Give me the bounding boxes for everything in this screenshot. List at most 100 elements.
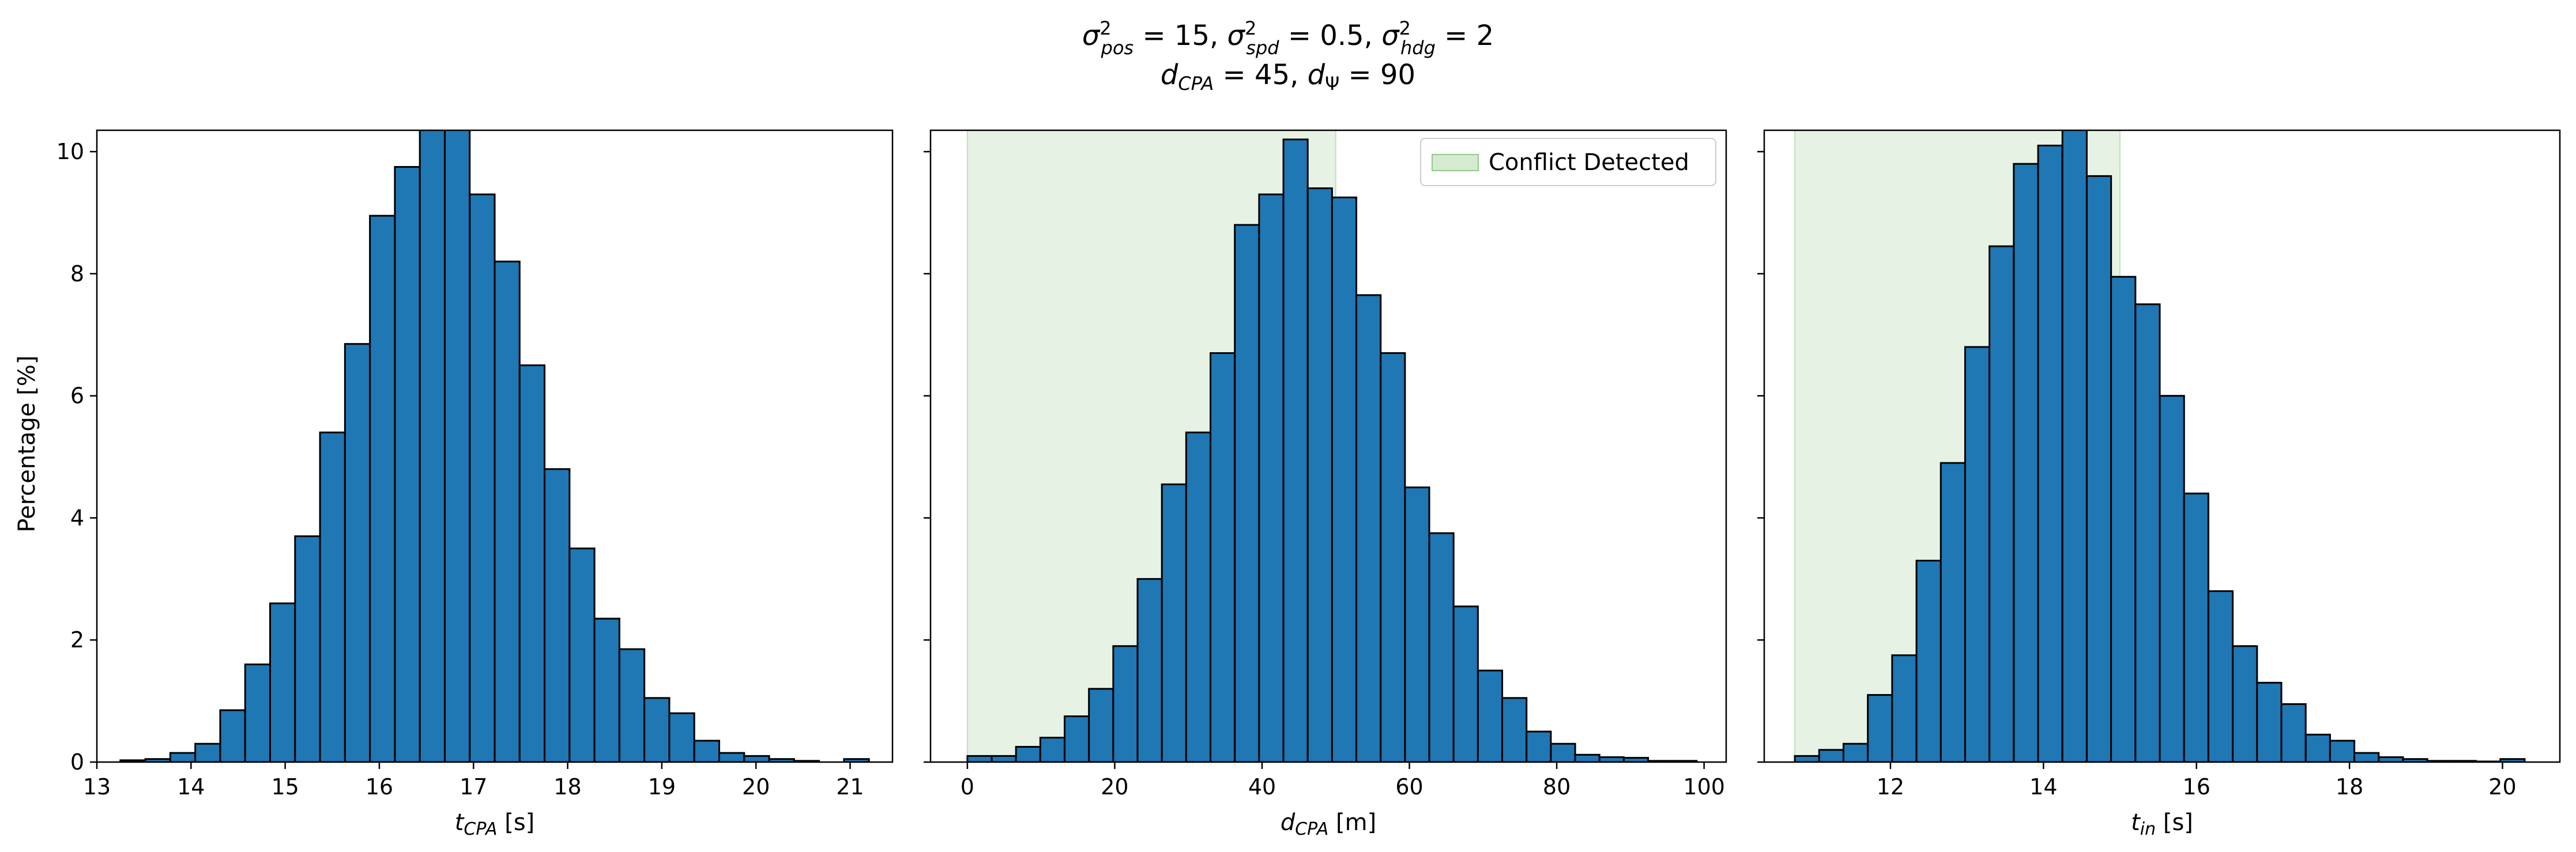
x-tick-label: 21 bbox=[836, 774, 864, 800]
histogram-bar bbox=[269, 602, 296, 762]
histogram-bar bbox=[2061, 130, 2088, 762]
histogram-bar bbox=[1136, 578, 1163, 762]
histogram-panel-tin: 12 14 16 18 20 tin [s] bbox=[1757, 129, 2561, 839]
histogram-bar bbox=[843, 758, 870, 762]
histogram-bar bbox=[1282, 138, 1309, 762]
x-tick-label: 20 bbox=[1101, 774, 1128, 800]
legend-box bbox=[1420, 138, 1716, 186]
histogram-bar bbox=[443, 130, 471, 762]
histogram-bar bbox=[2256, 681, 2283, 762]
y-tick-label: 6 bbox=[70, 383, 84, 409]
axes-frame bbox=[1763, 129, 2561, 763]
histogram-bar bbox=[2134, 303, 2161, 762]
histogram-bar bbox=[1088, 688, 1114, 762]
histogram-bar bbox=[494, 261, 521, 762]
histogram-bar bbox=[1526, 730, 1552, 762]
histogram-bar bbox=[1550, 742, 1576, 762]
histogram-bar bbox=[1501, 697, 1528, 762]
plot-area bbox=[1794, 130, 2526, 762]
histogram-bar bbox=[1452, 605, 1479, 762]
histogram-bar bbox=[2013, 163, 2039, 762]
x-tick-label: 60 bbox=[1395, 774, 1423, 800]
histogram-bar bbox=[1161, 483, 1187, 762]
y-tick-label: 8 bbox=[70, 261, 84, 286]
histogram-bar bbox=[568, 547, 596, 762]
x-tick-label: 19 bbox=[648, 774, 676, 800]
legend-label: Conflict Detected bbox=[1489, 149, 1689, 176]
figure-title-line-1: σ2 pos = 15, σ2 spd = 0.5, σ2 hdg = 2 bbox=[1082, 17, 1494, 59]
histogram-bar bbox=[369, 214, 396, 762]
y-axis-label: Percentage [%] bbox=[14, 356, 40, 533]
histogram-bar bbox=[1380, 352, 1406, 762]
plot-area bbox=[119, 130, 870, 762]
histogram-bar bbox=[1306, 187, 1333, 762]
axes-frame bbox=[96, 129, 894, 763]
x-tick-label: 15 bbox=[271, 774, 299, 800]
histogram-bar bbox=[394, 166, 421, 762]
x-tick-label: 16 bbox=[2183, 774, 2210, 800]
x-tick-label: 12 bbox=[1877, 774, 1904, 800]
histogram-bar bbox=[1210, 352, 1236, 762]
x-axis-label: tin [s] bbox=[2131, 809, 2193, 839]
x-tick-label: 17 bbox=[460, 774, 487, 800]
histogram-bar bbox=[294, 535, 321, 762]
x-axis-label: dCPA [m] bbox=[1281, 809, 1376, 839]
histogram-bar bbox=[1598, 756, 1625, 762]
plot-area bbox=[966, 130, 1698, 762]
histogram-panel-tcpa: 13 14 15 16 17 18 19 20 21 0 2 4 6 8 10 tCPA [s] bbox=[57, 129, 894, 839]
histogram-bar bbox=[991, 755, 1017, 762]
histogram-bar bbox=[1915, 560, 1942, 762]
histogram-bar bbox=[693, 740, 721, 762]
figure-title-line-2: dCPA = 45, dΨ = 90 bbox=[1161, 59, 1415, 95]
x-tick-label: 14 bbox=[177, 774, 205, 800]
y-tick-label: 4 bbox=[70, 505, 84, 530]
x-tick-label: 20 bbox=[742, 774, 770, 800]
x-axis-label: tCPA [s] bbox=[455, 809, 535, 839]
legend-swatch bbox=[1432, 154, 1479, 171]
x-tick-label: 40 bbox=[1248, 774, 1276, 800]
histogram-bar bbox=[1015, 746, 1041, 762]
histogram-bar bbox=[244, 663, 271, 762]
y-tick-label: 2 bbox=[70, 627, 84, 653]
histogram-bar bbox=[1064, 715, 1090, 762]
axes-frame bbox=[929, 129, 1727, 763]
histogram-bar bbox=[1867, 694, 1893, 762]
histogram-bar bbox=[966, 755, 993, 762]
histogram-bar bbox=[2329, 740, 2356, 762]
histogram-bar bbox=[1891, 654, 1918, 762]
histogram-bar bbox=[1477, 669, 1504, 762]
histogram-bar bbox=[743, 755, 770, 762]
histogram-bar bbox=[518, 364, 546, 762]
histogram-bar bbox=[319, 431, 346, 762]
histogram-panel-dcpa: 0 20 40 60 80 100 dCPA [m] Conflict Detected bbox=[924, 129, 1727, 839]
histogram-bar bbox=[1989, 245, 2015, 762]
histogram-bar bbox=[1818, 749, 1844, 762]
histogram-bar bbox=[2037, 144, 2063, 762]
histogram-bar bbox=[1258, 193, 1285, 762]
histogram-bar bbox=[169, 752, 197, 762]
histogram-bar bbox=[2378, 756, 2404, 762]
histogram-bar bbox=[2085, 175, 2112, 762]
x-tick-label: 100 bbox=[1683, 774, 1725, 800]
histogram-bar bbox=[2304, 733, 2331, 762]
histogram-bar bbox=[469, 193, 496, 762]
histogram-bar bbox=[1404, 486, 1430, 762]
histogram-bar bbox=[1939, 462, 1966, 762]
histogram-bar bbox=[2353, 752, 2380, 762]
histogram-bar bbox=[668, 712, 695, 762]
histogram-bar bbox=[419, 130, 446, 762]
x-tick-label: 16 bbox=[366, 774, 393, 800]
histogram-bar bbox=[643, 697, 671, 762]
x-tick-label: 14 bbox=[2029, 774, 2057, 800]
x-tick-label: 0 bbox=[961, 774, 974, 800]
y-tick-label: 10 bbox=[57, 139, 84, 164]
histogram-bar bbox=[1331, 196, 1358, 762]
histogram-bar bbox=[618, 648, 646, 762]
histogram-bar bbox=[593, 617, 620, 762]
histogram-bar bbox=[1428, 532, 1455, 762]
histogram-bar bbox=[344, 343, 371, 762]
histogram-bar bbox=[2159, 395, 2185, 762]
histogram-bar bbox=[2499, 758, 2526, 762]
histogram-bar bbox=[2232, 645, 2258, 762]
